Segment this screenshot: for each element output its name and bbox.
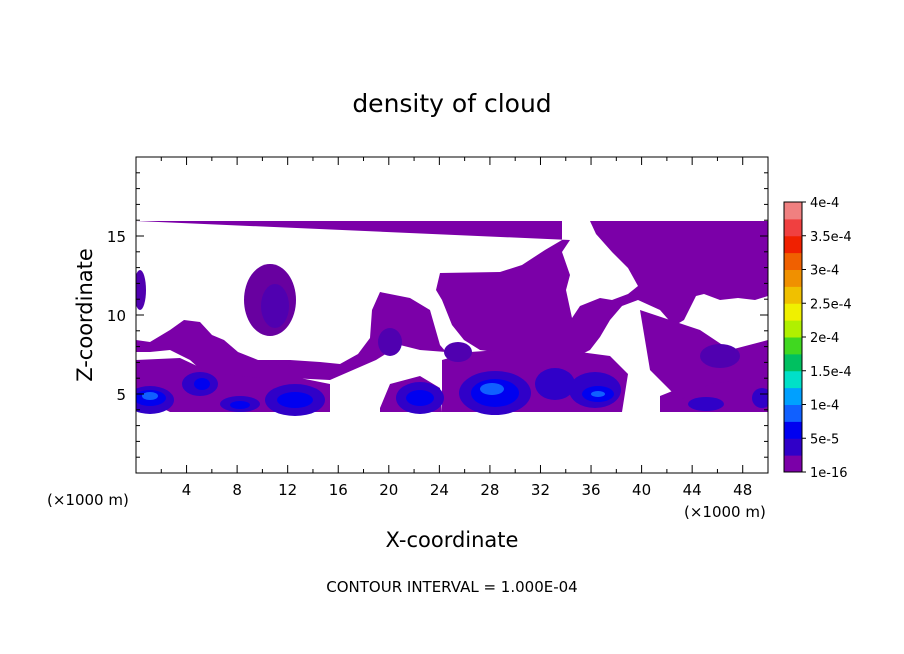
dense-blob-1 [136, 386, 174, 414]
dense-blob-6 [459, 371, 531, 415]
x-tick-label: 12 [278, 481, 297, 499]
y-tick-label: 15 [107, 228, 126, 246]
dense-blob-9 [688, 397, 724, 411]
colorbar-label: 2.5e-4 [810, 297, 852, 312]
x-tick-label: 16 [329, 481, 348, 499]
colorbar-swatch [784, 252, 802, 270]
x-axis-unit-right: (×1000 m) [684, 503, 766, 521]
x-axis: 4 8 12 16 20 24 28 32 36 40 44 48 [160, 157, 752, 499]
colorbar-label: 1e-16 [810, 466, 848, 481]
y-axis-label: Z-coordinate [73, 248, 97, 382]
colorbar-swatch [784, 269, 802, 287]
chart-title: density of cloud [352, 89, 551, 118]
x-tick-label: 44 [683, 481, 702, 499]
colorbar-label: 4e-4 [810, 196, 839, 211]
colorbar-swatch [784, 202, 802, 220]
colorbar-label: 1e-4 [810, 399, 839, 414]
y-tick-label: 10 [107, 307, 126, 325]
dense-blob-4 [265, 384, 325, 416]
cloud-region-main [136, 221, 768, 388]
plot-area [135, 156, 769, 474]
colorbar-label: 2e-4 [810, 331, 839, 346]
dense-blob-8 [569, 372, 621, 408]
dense-blob-5 [396, 382, 444, 414]
cloud-core-4 [444, 342, 472, 362]
x-tick-label: 8 [232, 481, 242, 499]
dense-blob-11 [136, 270, 146, 310]
x-tick-label: 40 [632, 481, 651, 499]
colorbar-swatch [784, 286, 802, 304]
colorbar-label: 1.5e-4 [810, 365, 852, 380]
x-axis-label: X-coordinate [386, 528, 519, 552]
colorbar-label: 3.5e-4 [810, 230, 852, 245]
colorbar-swatch [784, 455, 802, 473]
colorbar-swatch [784, 404, 802, 422]
colorbar-swatch [784, 303, 802, 321]
y-axis: 5 10 15 [107, 172, 768, 458]
cloud-core-5 [700, 344, 740, 368]
colorbar-swatch [784, 320, 802, 338]
y-tick-label: 5 [116, 386, 126, 404]
colorbar: 1e-16 5e-5 1e-4 1.5e-4 2e-4 2.5e-4 3e-4 3.5e-4 4… [783, 196, 852, 481]
cloud-core-3 [378, 328, 402, 356]
contour-interval-note: CONTOUR INTERVAL = 1.000E-04 [326, 578, 577, 596]
x-tick-label: 32 [531, 481, 550, 499]
cloud-core-2 [261, 284, 289, 328]
colorbar-swatch [784, 337, 802, 355]
x-tick-label: 48 [733, 481, 752, 499]
dense-blob-10 [752, 388, 768, 408]
colorbar-swatch [784, 421, 802, 439]
x-axis-unit-left: (×1000 m) [47, 491, 129, 509]
colorbar-swatch [784, 370, 802, 389]
dense-blob-2 [182, 372, 218, 396]
dense-blob-3 [220, 396, 260, 412]
x-tick-label: 24 [430, 481, 449, 499]
dense-blob-7 [535, 368, 575, 400]
colorbar-swatch [784, 387, 802, 405]
colorbar-label: 5e-5 [810, 432, 839, 447]
colorbar-swatch [784, 353, 802, 372]
x-tick-label: 36 [581, 481, 600, 499]
x-tick-label: 4 [182, 481, 192, 499]
colorbar-swatch [784, 235, 802, 254]
colorbar-swatch [784, 218, 802, 237]
colorbar-label: 3e-4 [810, 264, 839, 279]
colorbar-swatch [784, 438, 802, 456]
x-tick-label: 20 [379, 481, 398, 499]
x-tick-label: 28 [480, 481, 499, 499]
